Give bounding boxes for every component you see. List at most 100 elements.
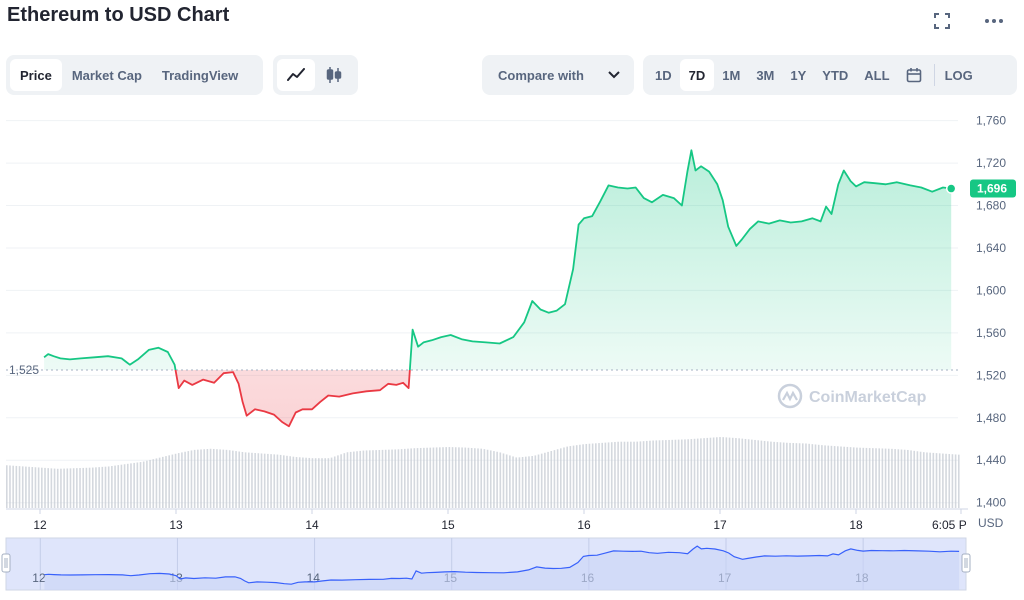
- volume-bar: [152, 459, 155, 508]
- navigator-handle-left[interactable]: [1, 553, 11, 573]
- range-3m[interactable]: 3M: [756, 67, 775, 83]
- volume-bar: [528, 456, 530, 508]
- volume-bar: [295, 457, 298, 508]
- volume-bar: [958, 454, 960, 508]
- volume-bar: [292, 456, 295, 508]
- y-tick-label: 1,560: [976, 326, 1006, 340]
- volume-bar: [582, 444, 584, 508]
- volume-bar: [693, 438, 696, 508]
- tab-tradingview[interactable]: TradingView: [161, 67, 239, 83]
- y-tick-label: 1,760: [976, 114, 1006, 128]
- volume-bar: [126, 463, 129, 508]
- volume-bar: [346, 452, 349, 508]
- volume-bar: [474, 448, 476, 508]
- fullscreen-icon[interactable]: [931, 10, 953, 32]
- range-1y[interactable]: 1Y: [790, 67, 807, 83]
- volume-bar: [439, 447, 441, 508]
- y-tick-label: 1,600: [976, 283, 1006, 297]
- watermark-text: CoinMarketCap: [809, 389, 927, 406]
- volume-bar: [515, 457, 518, 508]
- more-options-icon[interactable]: [983, 10, 1005, 32]
- tab-market-cap[interactable]: Market Cap: [71, 67, 142, 83]
- volume-bar: [337, 455, 339, 508]
- x-tick-label: 16: [577, 518, 591, 532]
- reference-label: 1,525: [9, 363, 39, 377]
- volume-bar: [480, 448, 483, 508]
- volume-bar: [197, 449, 199, 508]
- line-chart-icon[interactable]: [277, 59, 315, 91]
- volume-bar: [744, 438, 747, 508]
- volume-bar: [821, 445, 823, 508]
- volume-bar: [25, 466, 27, 508]
- volume-bar: [41, 467, 43, 508]
- volume-bar: [540, 453, 543, 508]
- navigator-area: [44, 546, 960, 590]
- volume-bar: [298, 457, 301, 508]
- volume-bar: [486, 449, 489, 508]
- compare-dropdown[interactable]: Compare with: [482, 55, 634, 95]
- volume-bar: [429, 447, 432, 508]
- volume-bar: [671, 439, 674, 508]
- volume-bar: [283, 455, 285, 508]
- volume-bar: [623, 441, 626, 508]
- volume-bar: [394, 449, 397, 508]
- chart-title: Ethereum to USD Chart: [7, 4, 230, 26]
- range-divider: [933, 64, 935, 86]
- volume-bar: [407, 448, 409, 508]
- volume-bar: [509, 455, 511, 508]
- navigator-handle-right[interactable]: [961, 553, 971, 573]
- volume-bar: [162, 456, 164, 508]
- volume-bar: [397, 449, 400, 508]
- volume-bar: [524, 456, 527, 508]
- range-ytd[interactable]: YTD: [822, 67, 849, 83]
- volume-bar: [872, 448, 874, 508]
- tab-price[interactable]: Price: [10, 59, 62, 91]
- volume-bar: [165, 456, 167, 508]
- volume-bar: [365, 450, 368, 508]
- volume-bar: [388, 449, 390, 508]
- volume-bar: [123, 464, 126, 508]
- range-1m[interactable]: 1M: [722, 67, 741, 83]
- volume-bar: [489, 450, 492, 508]
- calendar-icon[interactable]: [898, 59, 930, 91]
- volume-bar: [738, 438, 740, 508]
- volume-bar: [356, 451, 358, 508]
- volume-bar: [158, 457, 161, 508]
- navigator-tick-label: 12: [32, 571, 46, 585]
- volume-bar: [146, 460, 148, 508]
- volume-bar: [69, 468, 72, 508]
- volume-bar: [6, 465, 8, 508]
- candlestick-chart-icon[interactable]: [315, 59, 353, 91]
- volume-bar: [875, 448, 877, 508]
- volume-bar: [149, 459, 151, 508]
- range-all[interactable]: ALL: [864, 67, 890, 83]
- volume-bar: [212, 448, 215, 508]
- log-scale-toggle[interactable]: LOG: [944, 67, 973, 83]
- volume-bar: [235, 451, 237, 508]
- volume-bar: [833, 446, 836, 508]
- volume-bar: [82, 467, 85, 508]
- volume-bar: [610, 442, 613, 508]
- volume-bar: [426, 447, 428, 508]
- volume-bar: [677, 439, 680, 508]
- volume-bar: [372, 450, 374, 508]
- range-1d[interactable]: 1D: [655, 67, 672, 83]
- volume-bar: [938, 453, 941, 508]
- volume-bar: [770, 441, 772, 508]
- volume-bar: [209, 448, 212, 508]
- volume-bar: [747, 439, 750, 508]
- volume-bar: [773, 441, 775, 508]
- volume-bar: [700, 438, 702, 508]
- volume-bar: [776, 442, 779, 508]
- volume-bar: [66, 468, 69, 508]
- volume-bar: [499, 452, 502, 508]
- volume-bar: [289, 456, 291, 508]
- volume-bar: [171, 454, 174, 508]
- x-axis: 12 13 14 15 16 17 18 6:05 PM: [6, 508, 968, 532]
- volume-bar: [840, 446, 842, 508]
- range-7d[interactable]: 7D: [679, 59, 715, 91]
- volume-bar: [556, 449, 559, 508]
- volume-bar: [763, 440, 766, 508]
